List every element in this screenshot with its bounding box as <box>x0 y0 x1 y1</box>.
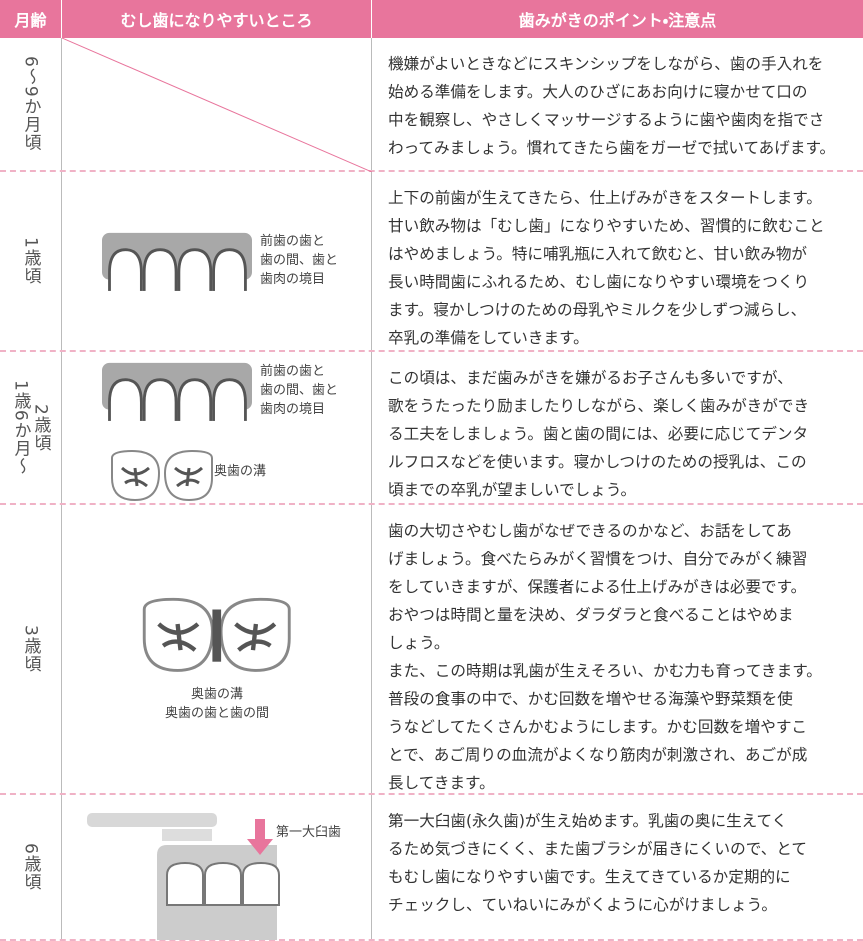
text-line: をしていきますが、保護者による仕上げみがきは必要です。 <box>388 578 807 596</box>
area-label: 前歯の歯と歯の間、歯と 歯肉の境目 <box>260 362 338 419</box>
age-label: 1歳6か月〜 <box>10 379 31 476</box>
text-line: この頃は、まだ歯みがきを嫌がるお子さんも多いですが、 <box>388 369 793 387</box>
area-label-line: 歯の間、歯と <box>260 383 339 398</box>
area-label: 第一大臼歯 <box>276 823 341 842</box>
points-cell: この頃は、まだ歯みがきを嫌がるお子さんも多いですが、 歌をうたったり励ましたりしな… <box>372 352 863 503</box>
area-label: 前歯の歯と歯の間、歯と 歯肉の境目 <box>260 232 338 289</box>
table-row: 6〜9か月頃 機嫌がよいときなどにスキンシップをしながら、歯の手入れを 始める準備を… <box>0 38 863 172</box>
text-line: 普段の食事の中で、かむ回数を増やせる海藻や野菜類を使 <box>388 690 793 708</box>
area-label-line: 第一大臼歯 <box>276 825 342 840</box>
points-cell: 歯の大切さやむし歯がなぜできるのかなど、お話をしてあ げましょう。食べたらみがく習… <box>372 505 863 793</box>
table-row: 6歳頃 第一大臼歯 第一大臼歯(永久歯)が生え始めます。乳歯の奥に生えてくるため気… <box>0 795 863 941</box>
toothbrush-illustration <box>87 813 280 940</box>
age-cell: 1歳6か月〜 2歳頃 <box>0 352 62 503</box>
area-cell: 奥歯の溝奥歯の歯と歯の間 <box>62 505 372 793</box>
text-line: るため気づきにくく、また歯ブラシが届きにくいので、とて <box>388 840 808 858</box>
area-label-line: 奥歯の溝 <box>214 464 267 479</box>
molar-illustration <box>142 597 291 672</box>
area-label-line: 歯肉の境目 <box>260 402 326 417</box>
text-line: 歌をうたったり励ましたりしながら、楽しく歯みがきができ <box>388 397 810 415</box>
text-line: 上下の前歯が生えてきたら、仕上げみがきをスタートします。 <box>388 189 822 207</box>
area-cell: 前歯の歯と歯の間、歯と 歯肉の境目奥歯の溝 <box>62 352 372 503</box>
text-line: ルフロスなどを使います。寝かしつけのための授乳は、この <box>388 453 807 471</box>
age-label: 1歳頃 <box>20 237 41 285</box>
text-line: 長してきます。 <box>388 774 495 792</box>
text-line: しょう。 <box>388 634 450 652</box>
area-label-line: 歯の間、歯と <box>260 253 339 268</box>
text-line: 頃までの卒乳が望ましいでしょう。 <box>388 481 637 499</box>
area-label-line: 前歯の歯と <box>260 234 326 249</box>
text-line: はやめましょう。特に哺乳瓶に入れて飲むと、甘い飲み物が <box>388 245 808 263</box>
area-label: 奥歯の溝 <box>214 462 266 481</box>
text-line: おやつは時間と量を決め、ダラダラと食べることはやめま <box>388 606 794 624</box>
text-line: 機嫌がよいときなどにスキンシップをしながら、歯の手入れを <box>388 55 824 73</box>
area-label-line: 前歯の歯と <box>260 364 326 379</box>
text-line: 中を観察し、やさしくマッサージするように歯や歯肉を指でさ <box>388 111 825 129</box>
text-line: とで、あご周りの血流がよくなり筋肉が刺激され、あごが成 <box>388 746 808 764</box>
front-teeth-illustration <box>102 232 252 320</box>
age-label: 6〜9か月頃 <box>20 56 41 152</box>
area-label-line: 歯肉の境目 <box>260 272 326 287</box>
area-label: 奥歯の溝奥歯の歯と歯の間 <box>132 685 302 723</box>
text-line: 卒乳の準備をしていきます。 <box>388 329 589 347</box>
text-line: る工夫をしましょう。歯と歯の間には、必要に応じてデンタ <box>388 425 809 443</box>
points-cell: 上下の前歯が生えてきたら、仕上げみがきをスタートします。 甘い飲み物は「むし歯」に… <box>372 172 863 350</box>
diagonal-line <box>62 38 372 172</box>
text-line: わってみましょう。慣れてきたら歯をガーゼで拭いてあげます。 <box>388 139 836 157</box>
header-points: 歯みがきのポイント・注意点 <box>372 0 863 38</box>
text-line: 甘い飲み物は「むし歯」になりやすいため、習慣的に飲むこと <box>388 217 825 235</box>
text-line: 始める準備をします。大人のひざにあお向けに寝かせて口の <box>388 83 808 101</box>
front-teeth-illustration <box>102 362 252 450</box>
header-age: 月齢 <box>0 0 61 38</box>
text-line: また、この時期は乳歯が生えそろい、かむ力も育ってきます。 <box>388 662 822 680</box>
age-cell: 6〜9か月頃 <box>0 38 62 170</box>
text-line: 歯の大切さやむし歯がなぜできるのかなど、お話をしてあ <box>388 522 792 540</box>
header-area: むし歯になりやすいところ <box>62 0 371 38</box>
points-cell: 機嫌がよいときなどにスキンシップをしながら、歯の手入れを 始める準備をします。大人… <box>372 38 863 170</box>
age-label: 2歳頃 <box>30 403 51 452</box>
text-line: うなどしてたくさんかむようにします。かむ回数を増やすこ <box>388 718 808 736</box>
area-cell: 前歯の歯と歯の間、歯と 歯肉の境目 <box>62 172 372 350</box>
text-line: チェックし、ていねいにみがくように心がけましょう。 <box>388 896 777 914</box>
points-cell: 第一大臼歯(永久歯)が生え始めます。乳歯の奥に生えてくるため気づきにくく、また歯… <box>372 795 863 939</box>
age-cell: 3歳頃 <box>0 505 62 793</box>
table-row: 3歳頃 奥歯の溝奥歯の歯と歯の間 歯の大切さやむし歯がなぜできるのかなど、お話をし… <box>0 505 863 795</box>
age-cell: 1歳頃 <box>0 172 62 350</box>
text-line: もむし歯になりやすい歯です。生えてきているか定期的に <box>388 868 791 886</box>
molar-illustration <box>111 449 213 502</box>
area-label-line: 奥歯の歯と歯の間 <box>164 706 269 721</box>
age-label: 6歳頃 <box>20 843 41 891</box>
table-row: 1歳6か月〜 2歳頃 前歯の歯と 歯の間、歯と 歯肉の境目 奥歯の溝 この頃は、まだ歯みが… <box>0 352 863 505</box>
age-cell: 6歳頃 <box>0 795 62 939</box>
area-cell <box>62 38 372 172</box>
age-label: 3歳頃 <box>20 625 41 673</box>
text-line: 長い時間歯にふれるため、むし歯になりやすい環境をつくり <box>388 273 810 291</box>
table-row: 1歳頃 前歯の歯と 歯の間、歯と 歯肉の境目 上下の前歯が生えてきたら、仕上げみがきを… <box>0 172 863 352</box>
text-line: 第一大臼歯(永久歯)が生え始めます。乳歯の奥に生えてく <box>388 812 788 830</box>
text-line: ます。寝かしつけのための母乳やミルクを少しずつ減らし、 <box>388 301 807 319</box>
area-label-line: 奥歯の溝 <box>190 687 243 702</box>
text-line: げましょう。食べたらみがく習慣をつけ、自分でみがく練習 <box>388 550 808 568</box>
area-cell: 第一大臼歯 <box>62 795 372 940</box>
